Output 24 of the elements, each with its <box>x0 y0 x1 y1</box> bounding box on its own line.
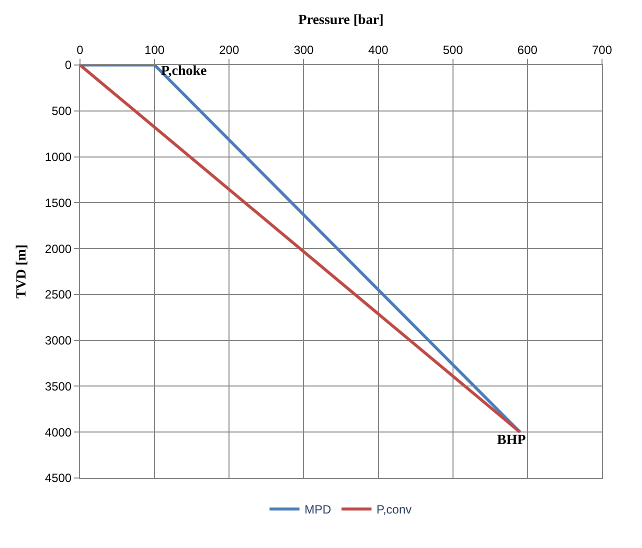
x-axis-title: Pressure [bar] <box>298 12 384 28</box>
y-tick-label: 4500 <box>44 471 72 486</box>
y-tick-label: 2500 <box>44 288 72 302</box>
x-tick-label: 500 <box>442 43 464 58</box>
y-tick-label: 500 <box>52 104 72 118</box>
x-tick-label: 100 <box>144 43 165 58</box>
legend-label: P,conv <box>376 502 412 517</box>
x-tick-label: 700 <box>592 43 612 58</box>
x-tick-label: 300 <box>294 43 314 58</box>
y-tick-label: 3500 <box>44 379 72 394</box>
y-tick-label: 4000 <box>44 425 72 440</box>
legend-label: MPD <box>304 502 332 517</box>
y-tick-label: 3000 <box>44 334 72 348</box>
x-tick-label: 600 <box>517 43 538 58</box>
annotation: BHP <box>497 433 526 448</box>
x-tick-label: 200 <box>219 43 240 58</box>
x-tick-label: 400 <box>368 43 389 58</box>
y-tick-label: 1500 <box>44 196 72 210</box>
x-tick-label: 0 <box>76 43 84 58</box>
annotation: P,choke <box>161 64 207 79</box>
y-axis-title: TVD [m] <box>14 244 30 299</box>
y-tick-label: 1000 <box>44 150 72 164</box>
y-tick-label: 2000 <box>44 242 72 256</box>
y-tick-label: 0 <box>64 58 72 72</box>
